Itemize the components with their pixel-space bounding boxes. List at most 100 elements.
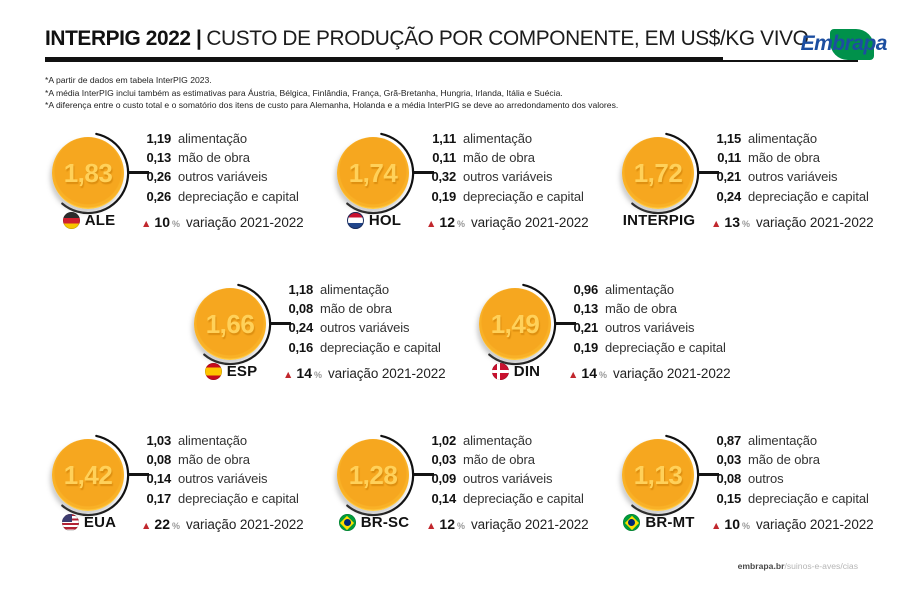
item-value: 0,87	[716, 433, 741, 448]
country-group-br-sc: 1,28 BR-SC 1,02 alimentação 0,03 mão de ob…	[330, 432, 615, 532]
cost-items: 0,96 alimentação 0,13 mão de obra 0,21 outr…	[564, 282, 731, 356]
header: INTERPIG 2022 | CUSTO DE PRODUÇÃO POR COM…	[45, 26, 860, 62]
variation-value: 12	[439, 214, 455, 231]
country-group-esp: 1,66 ESP 1,18 alimentação 0,08 mão de obra…	[187, 281, 472, 381]
variation-value: 14	[581, 365, 597, 382]
item-label: outros variáveis	[748, 169, 838, 185]
country-row: BR-SC	[322, 514, 426, 531]
country-group-eua: 1,42 EUA 1,03 alimentação 0,08 mão de obra…	[45, 432, 330, 532]
item-label: mão de obra	[748, 150, 820, 166]
footer-url: embrapa.br/suinos-e-aves/cias	[738, 561, 858, 571]
item-label: depreciação e capital	[605, 339, 726, 355]
item-value: 0,03	[431, 452, 456, 468]
country-label: DIN	[513, 363, 541, 380]
item-value: 1,02	[431, 433, 456, 448]
item-value: 0,13	[573, 301, 598, 317]
coin-esp: 1,66	[187, 281, 273, 367]
country-group-ale: 1,83 ALE 1,19 alimentação 0,13 mão de obra…	[45, 130, 330, 230]
item-label: depreciação e capital	[748, 188, 869, 204]
connector-line	[129, 473, 149, 476]
variation-row: ▲ 12 % variação 2021-2022	[426, 214, 589, 230]
connector-line	[556, 322, 576, 325]
item-label: outros variáveis	[605, 320, 695, 336]
total-cost-value: 1,72	[633, 157, 683, 188]
footnote-1: *A partir de dados em tabela InterPIG 20…	[45, 75, 212, 85]
country-group-hol: 1,74 HOL 1,11 alimentação 0,11 mão de obra…	[330, 130, 615, 230]
item-label: depreciação e capital	[463, 188, 584, 204]
country-label: HOL	[368, 212, 402, 229]
cost-items: 1,18 alimentação 0,08 mão de obra 0,24 outr…	[279, 282, 446, 356]
variation-row: ▲ 10 % variação 2021-2022	[141, 214, 304, 230]
item-label: outros variáveis	[320, 320, 410, 336]
item-value: 1,15	[716, 131, 741, 146]
coin-face: 1,49	[479, 288, 551, 360]
item-value: 0,24	[716, 188, 741, 204]
total-cost-value: 1,66	[205, 308, 255, 339]
connector-line	[414, 473, 434, 476]
percent-sign: %	[313, 370, 322, 381]
country-group-din: 1,49 DIN 0,96 alimentação 0,13 mão de obra…	[472, 281, 757, 381]
denmark-flag-icon	[491, 363, 509, 380]
item-label: alimentação	[463, 131, 532, 146]
up-triangle-icon: ▲	[568, 369, 579, 382]
country-row: INTERPIG	[607, 212, 711, 229]
country-label: INTERPIG	[622, 212, 696, 229]
cost-breakdown: 1,02 alimentação 0,03 mão de obra 0,09 outr…	[422, 433, 589, 532]
item-value: 0,24	[288, 320, 313, 336]
item-label: outros variáveis	[463, 169, 553, 185]
item-value: 0,26	[146, 169, 171, 185]
up-triangle-icon: ▲	[711, 218, 722, 231]
percent-sign: %	[171, 219, 180, 230]
variation-label: variação 2021-2022	[186, 215, 304, 231]
variation-label: variação 2021-2022	[471, 215, 589, 231]
variation-label: variação 2021-2022	[613, 366, 731, 382]
item-value: 0,26	[146, 188, 171, 204]
title-underline-thick	[45, 57, 723, 62]
netherlands-flag-icon	[346, 212, 364, 229]
coin-arc-icon	[203, 283, 272, 366]
item-label: outros variáveis	[178, 169, 268, 185]
up-triangle-icon: ▲	[141, 520, 152, 533]
coin-arc-icon	[346, 132, 415, 215]
item-label: mão de obra	[605, 301, 677, 317]
item-label: mão de obra	[463, 452, 535, 468]
total-cost-value: 1,49	[490, 308, 540, 339]
footnote-3: *A diferença entre o custo total e o som…	[45, 100, 619, 111]
item-value: 0,32	[431, 169, 456, 185]
variation-row: ▲ 12 % variação 2021-2022	[426, 516, 589, 532]
item-label: alimentação	[748, 433, 817, 448]
item-label: mão de obra	[178, 150, 250, 166]
item-label: mão de obra	[178, 452, 250, 468]
variation-value: 14	[296, 365, 312, 382]
usa-flag-icon	[61, 514, 79, 531]
item-value: 0,09	[431, 471, 456, 487]
variation-value: 10	[154, 214, 170, 231]
variation-value: 22	[154, 516, 170, 533]
percent-sign: %	[741, 521, 750, 532]
country-label: BR-SC	[360, 514, 410, 531]
connector-line	[271, 322, 291, 325]
item-label: alimentação	[320, 282, 389, 297]
up-triangle-icon: ▲	[426, 520, 437, 533]
footnotes: *A partir de dados em tabela InterPIG 20…	[45, 74, 618, 112]
coin-interpig: 1,72	[615, 130, 701, 216]
country-group-interpig: 1,72 INTERPIG 1,15 alimentação 0,11 mão de…	[615, 130, 900, 230]
row-1: 1,83 ALE 1,19 alimentação 0,13 mão de obra…	[45, 130, 900, 230]
percent-sign: %	[741, 219, 750, 230]
cost-breakdown: 1,11 alimentação 0,11 mão de obra 0,32 outr…	[422, 131, 589, 230]
coin-br-sc: 1,28	[330, 432, 416, 518]
item-label: outros	[748, 471, 784, 487]
item-label: depreciação e capital	[463, 490, 584, 506]
country-label: ESP	[226, 363, 258, 380]
coin-arc-icon	[631, 434, 700, 517]
country-label: BR-MT	[645, 514, 695, 531]
item-label: depreciação e capital	[748, 490, 869, 506]
item-value: 0,14	[431, 490, 456, 506]
connector-line	[129, 171, 149, 174]
up-triangle-icon: ▲	[283, 369, 294, 382]
country-row: EUA	[37, 514, 141, 531]
embrapa-logo: Embrapa	[773, 27, 888, 63]
spain-flag-icon	[204, 363, 222, 380]
item-label: depreciação e capital	[178, 490, 299, 506]
item-value: 0,08	[288, 301, 313, 317]
